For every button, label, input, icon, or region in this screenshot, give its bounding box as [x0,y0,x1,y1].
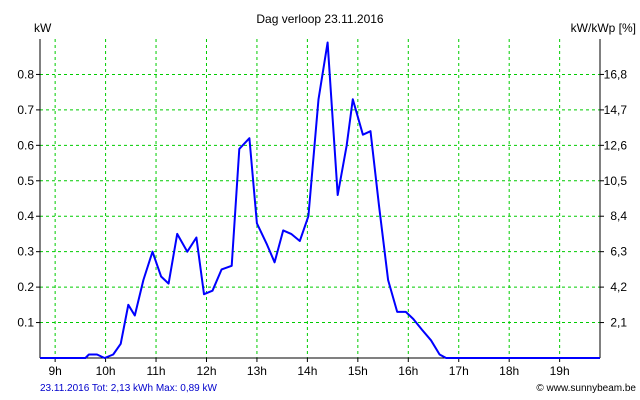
y-tick-label-left-5: 0.6 [17,138,34,152]
y-tick-label-left-6: 0.7 [17,103,34,117]
series-line-0 [40,41,600,359]
y-axis-label-right: kW/kWp [%] [571,21,636,35]
y-tick-label-right-0: 2,1 [610,316,627,330]
x-tick-label-0: 9h [48,364,61,378]
x-tick-label-9: 18h [499,364,519,378]
y-tick-label-left-3: 0.4 [17,209,34,223]
x-tick-label-3: 12h [196,364,216,378]
y-tick-label-right-6: 14,7 [604,103,628,117]
y-tick-label-left-2: 0.3 [17,245,34,259]
y-tick-label-right-4: 10,5 [604,174,628,188]
y-tick-label-left-4: 0.5 [17,174,34,188]
x-tick-label-2: 11h [146,364,165,378]
x-tick-label-5: 14h [297,364,317,378]
y-tick-label-right-3: 8,4 [610,209,627,223]
x-tick-label-7: 16h [398,364,418,378]
tick-labels: 9h 10h 11h 12h 13h 14h 15h 16h 17h 18h 19h 0.1 0.2 0.… [17,67,627,378]
y-tick-label-left-0: 0.1 [17,316,34,330]
grid-lines [40,39,600,358]
x-tick-label-1: 10h [96,364,116,378]
x-tick-label-8: 17h [449,364,469,378]
y-tick-label-left-7: 0.8 [17,67,34,81]
chart-title: Dag verloop 23.11.2016 [256,12,384,26]
y-tick-label-right-5: 12,6 [604,138,628,152]
footer-stats: 23.11.2016 Tot: 2,13 kWh Max: 0,89 kW [40,383,218,394]
x-tick-label-6: 15h [348,364,368,378]
y-tick-label-right-1: 4,2 [610,280,627,294]
x-tick-label-10: 19h [550,364,570,378]
y-tick-label-right-2: 6,3 [610,245,627,259]
y-tick-label-right-7: 16,8 [604,67,628,81]
x-tick-label-4: 13h [247,364,267,378]
y-axis-label-left: kW [34,21,52,35]
y-tick-label-left-1: 0.2 [17,280,34,294]
series-layer [40,41,600,359]
watermark: © www.sunnybeam.be [536,383,636,394]
